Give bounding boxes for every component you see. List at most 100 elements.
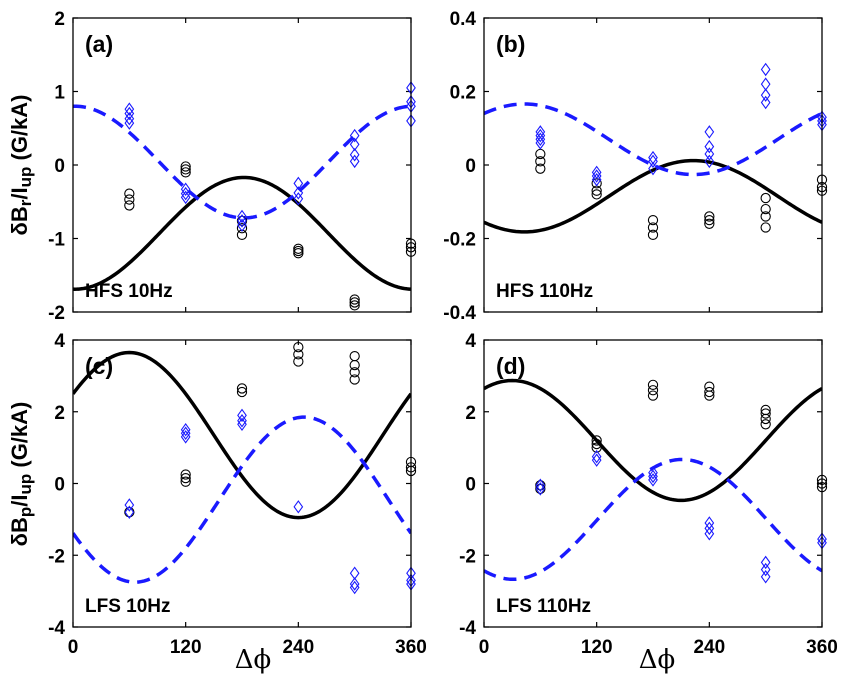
data-point-diamond [237, 417, 247, 432]
y-tick-label: 2 [54, 403, 65, 424]
data-point-diamond [648, 154, 658, 169]
x-tick-label: 240 [693, 637, 725, 658]
data-point-circle [647, 229, 659, 240]
data-point-circle [647, 379, 659, 390]
data-point-diamond [704, 125, 715, 139]
data-point-diamond [648, 469, 658, 484]
x-tick-label: 120 [581, 637, 613, 658]
data-point-diamond [124, 111, 135, 126]
data-point-circle [236, 223, 248, 234]
data-point-circle [647, 385, 659, 396]
data-point-diamond [591, 449, 602, 464]
data-point-circle [236, 386, 248, 398]
data-point-diamond [760, 95, 771, 110]
y-tick-label: 2 [54, 9, 65, 30]
data-point-diamond [124, 498, 135, 512]
fit-curve-solid [73, 350, 411, 520]
data-point-circle [124, 194, 135, 205]
data-point-diamond [760, 62, 771, 77]
data-point-circle [349, 359, 360, 371]
y-tick-label: -2 [48, 303, 65, 324]
data-point-circle [704, 214, 715, 226]
y-tick-label: -2 [459, 546, 476, 567]
data-point-diamond [704, 154, 715, 169]
data-point-circle [180, 469, 191, 480]
x-tick-label: 360 [806, 637, 838, 658]
data-point-diamond [124, 102, 135, 116]
data-point-diamond [237, 218, 247, 233]
data-point-circle [591, 435, 602, 446]
y-tick-label: -0.4 [443, 303, 476, 324]
panel-c: 0 120 240 360 -4 -2 0 2 4 (c) LFS 10Hz [48, 331, 427, 658]
data-point-diamond [535, 128, 546, 143]
data-point-diamond [349, 137, 360, 152]
y-tick-label: 0 [465, 475, 476, 496]
y-tick-label: -4 [48, 618, 65, 639]
x-tick-label: 0 [479, 637, 490, 658]
data-point-diamond [237, 214, 247, 228]
data-point-circle [180, 164, 191, 175]
data-point-circle [349, 297, 360, 308]
data-point-diamond [591, 172, 602, 187]
data-point-diamond [124, 106, 135, 121]
data-point-circle [704, 386, 715, 398]
x-axis-label-right: Δϕ [639, 645, 676, 675]
data-point-diamond [293, 192, 304, 206]
data-point-circle [293, 342, 304, 353]
data-point-circle [180, 472, 191, 484]
axes-frame [483, 339, 823, 628]
data-point-diamond [648, 150, 658, 165]
panel-annotation: HFS 110Hz [496, 281, 593, 302]
data-point-diamond [648, 161, 658, 176]
data-point-diamond [760, 555, 771, 570]
panel-label: (c) [85, 353, 113, 379]
y-tick-label: 2 [465, 403, 476, 424]
data-point-diamond [591, 169, 602, 183]
x-tick-label: 120 [170, 637, 202, 658]
data-point-diamond [535, 136, 546, 150]
panel-label: (d) [496, 353, 525, 379]
data-point-circle [180, 476, 191, 487]
data-point-diamond [349, 128, 360, 143]
data-point-circle [760, 192, 771, 204]
y-axis-label-top: δBr/Iup (G/kA) [7, 95, 35, 236]
y-axis-label-bottom: δBp/Iup (G/kA) [7, 402, 35, 547]
y-tick-label: 0 [465, 156, 476, 177]
axes-frame [483, 17, 823, 313]
data-point-diamond [180, 430, 191, 444]
data-point-circle [349, 294, 360, 305]
y-tick-label: 1 [54, 83, 65, 104]
fit-curve-solid [484, 158, 822, 234]
data-point-circle [647, 214, 659, 226]
data-point-circle [760, 408, 771, 419]
data-point-circle [760, 203, 771, 215]
panel-d: 0 120 240 360 -4 -2 0 2 4 (d) LFS 110Hz [459, 331, 838, 658]
data-point-diamond [591, 453, 602, 467]
data-point-diamond [293, 186, 304, 200]
data-point-diamond [180, 186, 191, 201]
data-point-diamond [237, 408, 247, 423]
data-point-diamond [349, 577, 360, 591]
data-point-diamond [349, 147, 360, 162]
fit-curve-solid [73, 175, 411, 291]
axes-frame [72, 17, 412, 313]
panel-annotation: LFS 110Hz [496, 596, 591, 617]
data-point-diamond [760, 562, 771, 577]
y-tick-label: -1 [48, 230, 65, 251]
data-point-diamond [648, 473, 658, 487]
y-tick-label: -0.2 [443, 230, 476, 251]
data-point-circle [349, 300, 360, 311]
data-point-circle [180, 161, 191, 172]
data-point-diamond [704, 526, 715, 541]
y-tick-label: 0 [54, 156, 65, 177]
data-point-circle [293, 349, 304, 360]
data-point-circle [349, 367, 360, 378]
y-tick-label: -4 [459, 618, 476, 639]
data-point-circle [704, 218, 715, 229]
data-point-diamond [704, 139, 715, 154]
data-point-diamond [704, 147, 715, 161]
fit-curve-dashed [73, 415, 411, 584]
data-point-diamond [124, 505, 135, 519]
data-point-circle [293, 245, 304, 257]
